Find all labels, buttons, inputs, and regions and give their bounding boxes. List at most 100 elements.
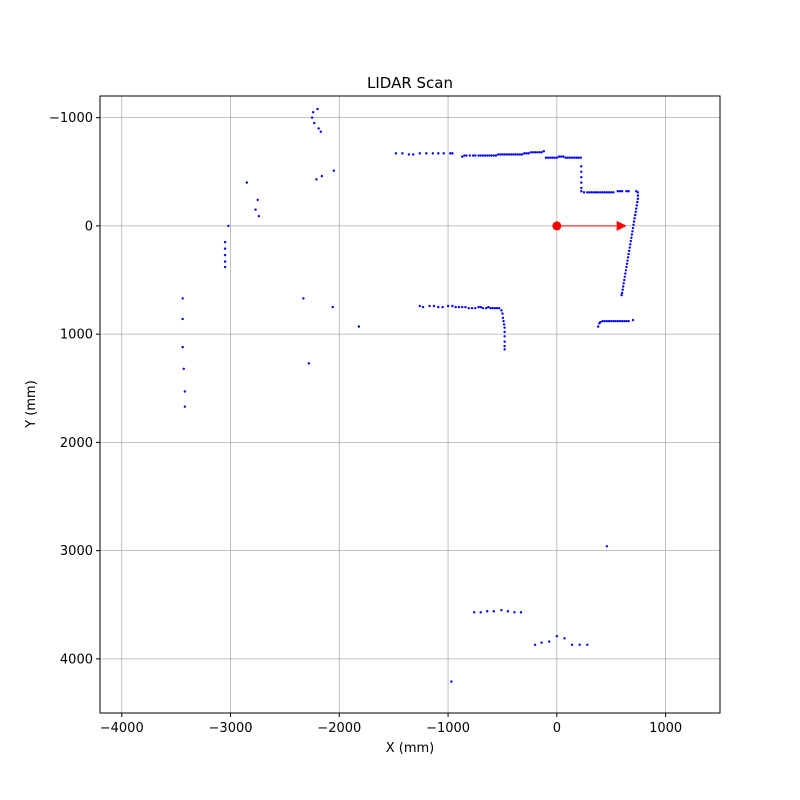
scan-point (548, 640, 551, 643)
scan-point (425, 152, 428, 155)
scan-point (463, 154, 466, 157)
scan-point (223, 247, 227, 250)
scan-point (428, 304, 431, 308)
scan-point (461, 155, 464, 158)
scan-point (603, 191, 606, 194)
scan-point (620, 291, 624, 295)
scan-point (620, 319, 624, 323)
plot-frame (99, 95, 721, 714)
x-tick-label: −1000 (426, 721, 470, 736)
scan-point (544, 156, 548, 159)
scan-point (616, 319, 619, 323)
scan-point (227, 224, 230, 228)
scan-point (578, 643, 581, 647)
x-tick-label: −2000 (317, 721, 361, 736)
scan-point (533, 151, 537, 154)
y-tick-label: 1000 (60, 328, 93, 343)
y-tick-label: 2000 (60, 436, 93, 451)
scan-point (588, 191, 591, 194)
scan-point (603, 319, 606, 323)
scan-point (223, 260, 227, 263)
scan-point (631, 318, 635, 322)
scan-point (317, 127, 320, 130)
scan-point (632, 220, 636, 223)
x-tick-label: −4000 (100, 721, 144, 736)
scan-point (599, 191, 602, 194)
scan-point (629, 243, 632, 246)
heading-arrow-head (616, 220, 627, 231)
scan-point (451, 152, 454, 155)
scan-point (577, 156, 580, 159)
scan-point (518, 153, 522, 156)
scan-point (483, 154, 487, 157)
scan-point (503, 153, 506, 156)
scan-point (580, 170, 583, 173)
scan-point (449, 152, 452, 155)
scan-point (450, 680, 453, 683)
scan-point (599, 321, 602, 324)
scan-point (549, 156, 552, 159)
scan-point (421, 305, 425, 309)
scan-point (626, 259, 629, 262)
scan-point (256, 198, 259, 202)
scan-point (536, 151, 539, 154)
scan-point (616, 190, 619, 193)
scan-point (505, 153, 509, 156)
scan-point (302, 297, 305, 300)
scan-point (472, 611, 476, 614)
scan-point (493, 306, 497, 310)
scan-point (223, 265, 227, 269)
scan-point (555, 634, 559, 638)
scan-point (607, 191, 611, 194)
scan-point (620, 293, 623, 297)
scan-point (490, 154, 493, 157)
scan-point (621, 288, 624, 291)
chart-title: LIDAR Scan (367, 74, 453, 92)
scan-point (500, 608, 503, 612)
scan-point (506, 610, 510, 613)
scan-point (627, 252, 630, 256)
scan-point (311, 111, 315, 114)
scan-point (516, 153, 519, 156)
scan-point (596, 325, 600, 328)
scan-point (519, 611, 523, 614)
scan-point (564, 156, 567, 159)
scan-point (531, 151, 535, 154)
scan-point (630, 233, 634, 236)
y-tick-label: 3000 (60, 544, 93, 559)
y-axis-title: Y (mm) (24, 380, 39, 429)
scan-point (625, 262, 629, 265)
scan-point (477, 305, 480, 309)
scan-point (632, 223, 635, 227)
scan-point (621, 285, 625, 288)
scan-point (468, 154, 472, 157)
scan-point (566, 156, 569, 159)
scan-point (464, 305, 467, 309)
scan-point (592, 191, 596, 194)
scan-point (551, 156, 554, 159)
scan-point (557, 155, 561, 158)
scan-point (582, 191, 586, 194)
y-tick-label: −1000 (49, 111, 93, 126)
scan-point (357, 325, 361, 328)
scan-point (601, 191, 604, 194)
scan-point (307, 362, 311, 365)
scan-point (627, 190, 630, 193)
scan-point (437, 305, 440, 309)
scan-point (502, 319, 505, 323)
scan-point (513, 611, 516, 614)
scan-point (501, 316, 505, 320)
scan-point (481, 306, 485, 310)
scan-point (636, 200, 639, 204)
scan-point (507, 153, 511, 156)
scan-point (538, 151, 541, 154)
scan-point (631, 226, 635, 230)
scan-point (580, 165, 583, 168)
scan-point (607, 319, 611, 323)
scan-point (612, 319, 615, 323)
scan-point (481, 154, 485, 157)
scan-point (503, 344, 506, 348)
scan-point (624, 269, 628, 272)
scan-point (605, 319, 609, 323)
